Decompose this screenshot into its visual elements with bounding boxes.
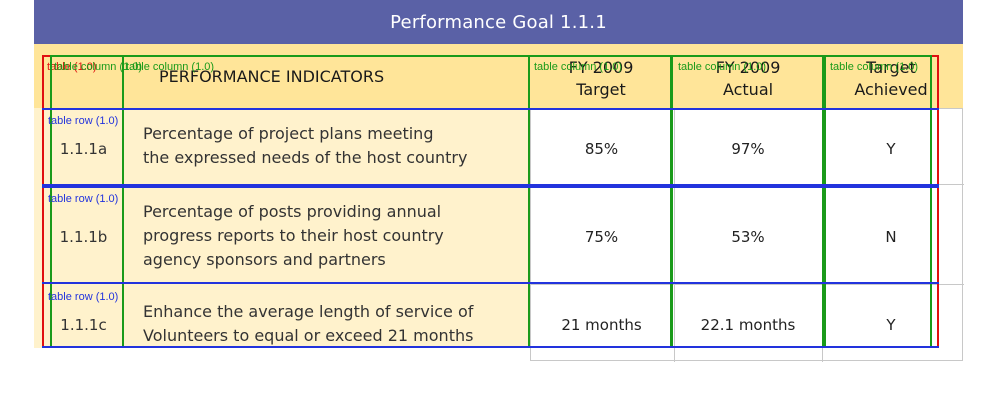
header-target-line1: FY 2009 [568,58,634,77]
column-annotation-label: table column (1.0) [126,61,215,73]
row-indicator: Percentage of posts providing annual pro… [143,200,528,274]
grid-divider [822,109,823,362]
column-annotation-label: table column (1.0) [678,61,767,73]
column-annotation-label: table column (1.0) [534,61,623,73]
row-code: 1.1.1a [59,139,108,158]
row-actual: 97% [731,139,765,158]
indicator-line: Percentage of posts providing annual [143,202,442,221]
header-target-achieved: Target Achieved [826,55,956,103]
header-achieved-line2: Achieved [854,80,928,99]
indicator-line: the expressed needs of the host country [143,148,468,167]
row-target: 85% [584,139,619,158]
header-fy2009-actual: FY 2009 Actual [674,55,822,103]
header-achieved-line1: Target [866,58,916,77]
table-header-band [34,44,963,108]
indicator-column-background [34,108,530,348]
header-fy2009-target: FY 2009 Target [530,55,672,103]
column-annotation-label: table column (1.0) [830,61,919,73]
row-annotation-label: table row (1.0) [48,193,119,205]
row-code: 1.1.1b [59,227,108,246]
indicator-line: agency sponsors and partners [143,250,386,269]
row-annotation-label: table row (1.0) [48,115,119,127]
table-annotation-label: table (1.0) [47,61,97,73]
header-actual-line2: Actual [722,80,774,99]
grid-divider [531,284,964,285]
header-performance-indicators: PERFORMANCE INDICATORS [159,67,385,86]
row-target: 21 months [561,315,642,334]
row-indicator: Percentage of project plans meeting the … [143,122,528,172]
header-actual-line1: FY 2009 [715,58,781,77]
indicator-line: Volunteers to equal or exceed 21 months [143,326,474,345]
grid-divider [531,184,964,185]
row-annotation-label: table row (1.0) [48,291,119,303]
indicator-line: Enhance the average length of service of [143,302,474,321]
row-actual: 53% [731,227,765,246]
row-target: 75% [584,227,619,246]
row-achieved: N [885,227,897,246]
row-code: 1.1.1c [60,315,107,334]
grid-divider [674,109,675,362]
row-indicator: Enhance the average length of service of… [143,300,528,350]
row-achieved: Y [886,139,896,158]
row-actual: 22.1 months [700,315,796,334]
indicator-line: Percentage of project plans meeting [143,124,434,143]
row-achieved: Y [886,315,896,334]
header-target-line2: Target [576,80,626,99]
performance-goal-title: Performance Goal 1.1.1 [34,0,963,44]
indicator-line: progress reports to their host country [143,226,444,245]
column-annotation-label: table column (1.0) [54,61,143,73]
